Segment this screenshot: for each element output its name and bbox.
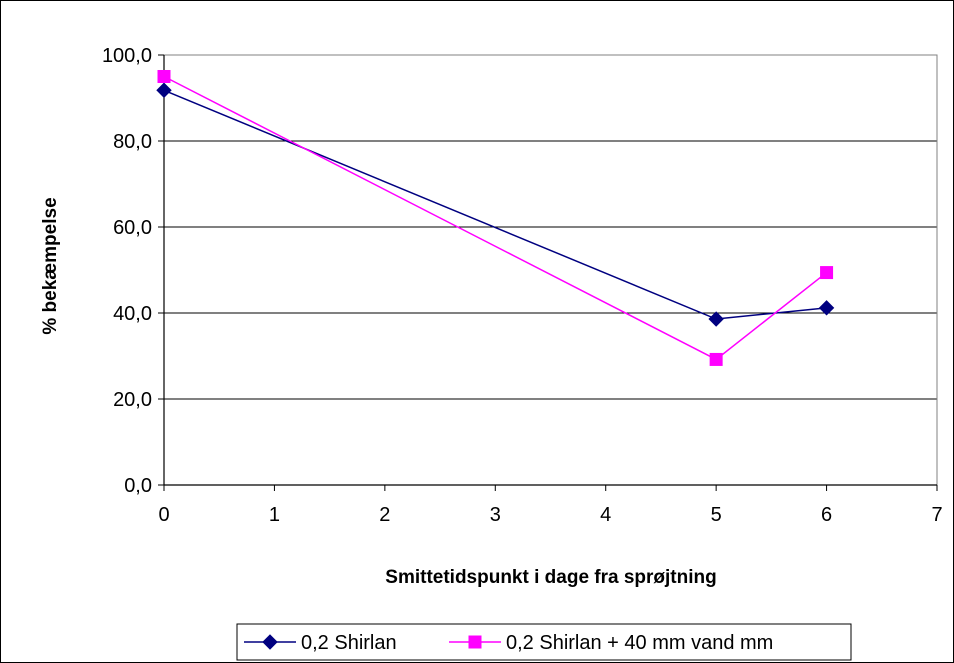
y-tick-label: 60,0 xyxy=(113,217,152,239)
data-series xyxy=(156,70,835,366)
data-point xyxy=(818,300,835,316)
data-point xyxy=(820,266,834,280)
legend: 0,2 Shirlan 0,2 Shirlan + 40 mm vand mm xyxy=(236,623,852,661)
legend-item: 0,2 Shirlan + 40 mm vand mm xyxy=(449,632,773,654)
x-tick-label: 1 xyxy=(269,504,280,526)
axes: 0,0 20,0 40,0 60,0 80,0 100,0 0 1 2 3 4 5 6 7 xyxy=(102,45,943,526)
legend-swatch-marker xyxy=(262,634,278,650)
data-point xyxy=(709,352,723,366)
y-tick-label: 100,0 xyxy=(102,45,152,67)
x-tick-label: 6 xyxy=(821,504,832,526)
x-tick-label: 2 xyxy=(379,504,390,526)
x-tick-label: 5 xyxy=(711,504,722,526)
y-tick-label: 40,0 xyxy=(113,303,152,325)
gridlines xyxy=(164,54,937,400)
series-line xyxy=(163,75,828,361)
x-tick-label: 0 xyxy=(158,504,169,526)
legend-label: 0,2 Shirlan + 40 mm vand mm xyxy=(506,632,773,654)
y-tick-label: 20,0 xyxy=(113,389,152,411)
legend-box xyxy=(236,623,852,661)
series-2 xyxy=(157,70,834,366)
legend-label: 0,2 Shirlan xyxy=(301,632,397,654)
series-1 xyxy=(156,82,835,327)
x-tick-label: 3 xyxy=(490,504,501,526)
legend-item: 0,2 Shirlan xyxy=(244,632,397,654)
data-point xyxy=(156,82,172,98)
data-point xyxy=(708,311,724,327)
legend-swatch-marker xyxy=(468,635,482,649)
data-point xyxy=(157,70,171,83)
x-axis-title: Smittetidspunkt i dage fra sprøjtning xyxy=(385,567,716,588)
y-tick-label: 80,0 xyxy=(113,131,152,153)
x-tick-label: 4 xyxy=(600,504,611,526)
y-axis-title: % bekæmpelse xyxy=(40,197,61,334)
y-tick-label: 0,0 xyxy=(124,475,152,497)
series-line xyxy=(163,89,827,320)
x-tick-label: 7 xyxy=(931,504,942,526)
